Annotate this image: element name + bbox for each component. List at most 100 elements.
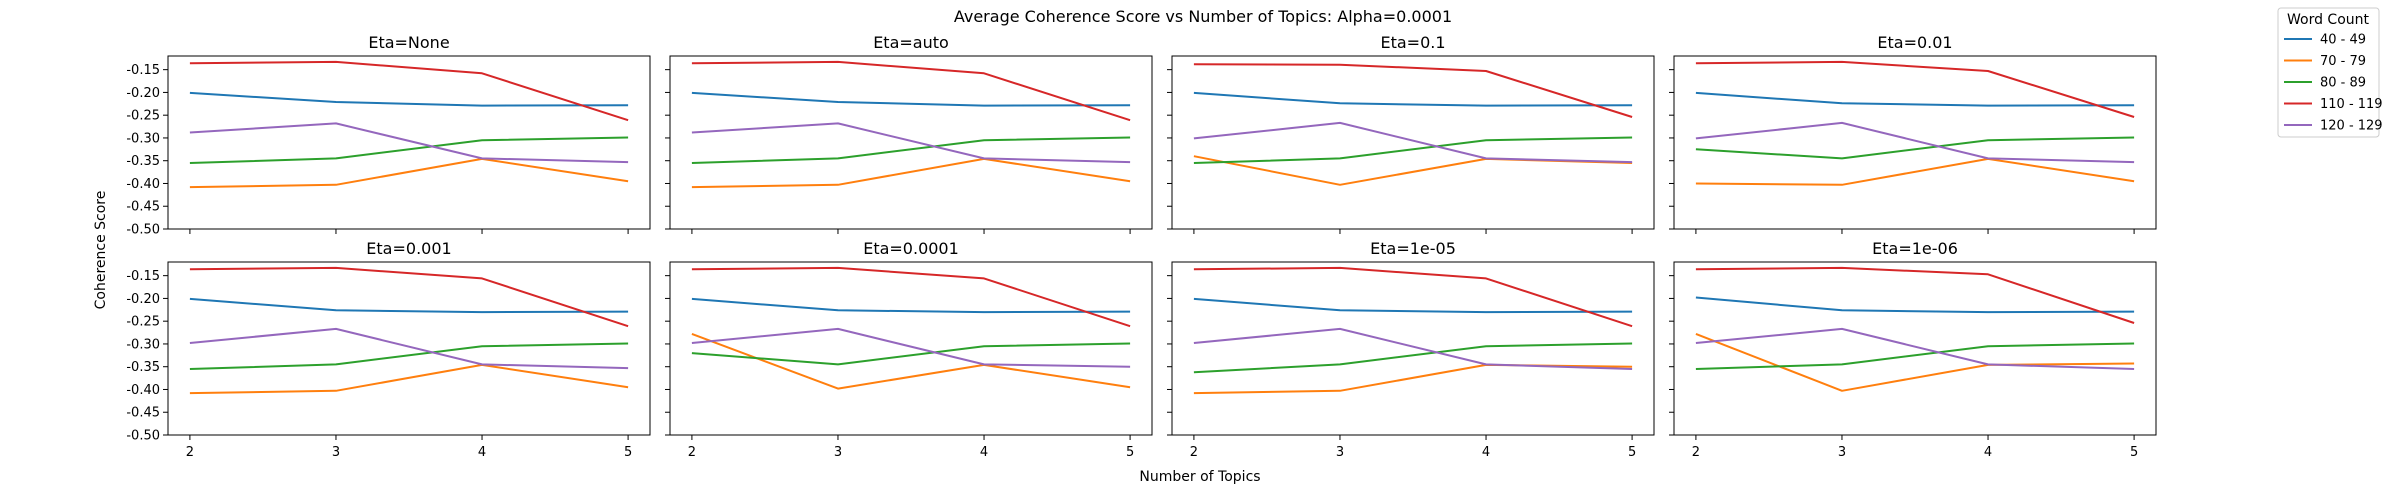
series-line	[1193, 266, 1633, 328]
x-tick-label: 3	[834, 445, 842, 460]
y-tick-label: -0.45	[126, 200, 160, 215]
plot-frame	[1171, 55, 1655, 230]
plot-frame	[669, 261, 1153, 436]
series-line	[189, 136, 629, 164]
series-line	[691, 122, 1131, 164]
series-line	[1695, 342, 2135, 370]
series-line	[1695, 60, 2135, 118]
figure-title: Average Coherence Score vs Number of Top…	[954, 7, 1452, 26]
series-line	[189, 266, 629, 328]
x-tick-label: 5	[1628, 445, 1636, 460]
legend-entry: 70 - 79	[2320, 54, 2366, 69]
y-tick-label: -0.30	[126, 131, 160, 146]
x-tick-label: 3	[1838, 445, 1846, 460]
legend-entry: 40 - 49	[2320, 33, 2366, 48]
x-tick-label: 2	[1190, 445, 1198, 460]
legend-entry: 80 - 89	[2320, 76, 2366, 91]
series-line	[1193, 342, 1633, 374]
x-tick-label: 4	[1482, 445, 1490, 460]
series-line	[1695, 327, 2135, 370]
x-tick-label: 2	[688, 445, 696, 460]
series-line	[691, 91, 1131, 107]
y-tick-label: -0.40	[126, 383, 160, 398]
x-tick-label: 5	[2130, 445, 2138, 460]
series-line	[189, 157, 629, 189]
series-line	[1695, 296, 2135, 314]
y-tick-label: -0.45	[126, 406, 160, 421]
series-line	[189, 327, 629, 370]
series-line	[691, 266, 1131, 328]
plot-frame	[167, 261, 651, 436]
subplot-3: Eta=0.1	[1167, 33, 1655, 234]
x-tick-label: 2	[1692, 445, 1700, 460]
subplot-title: Eta=auto	[873, 33, 949, 52]
series-line	[1695, 266, 2135, 324]
x-tick-label: 3	[1336, 445, 1344, 460]
plot-frame	[1673, 55, 2157, 230]
subplot-4: Eta=0.01	[1669, 33, 2157, 234]
legend-title: Word Count	[2287, 12, 2370, 28]
subplot-6: Eta=0.0001 2 3 4 5	[665, 239, 1153, 460]
subplot-grid: Eta=None -0.15 -0.20 -0.25 -0.30 -0.35 -0.40 -0…	[126, 33, 2157, 460]
x-tick-label: 4	[980, 445, 988, 460]
series-line	[1695, 332, 2135, 392]
plot-frame	[1171, 261, 1655, 436]
y-tick-label: -0.30	[126, 337, 160, 352]
series-line	[691, 60, 1131, 122]
x-tick-label: 4	[478, 445, 486, 460]
series-line	[189, 91, 629, 107]
x-axis-label: Number of Topics	[1139, 469, 1260, 485]
x-tick-label: 4	[1984, 445, 1992, 460]
series-line	[1193, 91, 1633, 107]
series-line	[1695, 136, 2135, 160]
y-tick-label: -0.35	[126, 154, 160, 169]
series-line	[189, 342, 629, 370]
y-axis-label: Coherence Score	[93, 191, 109, 310]
series-line	[691, 342, 1131, 366]
plot-frame	[669, 55, 1153, 230]
subplot-2: Eta=auto	[665, 33, 1153, 234]
series-line	[691, 297, 1131, 314]
x-tick-label: 5	[1126, 445, 1134, 460]
subplot-5: Eta=0.001 -0.15 -0.20 -0.25 -0.30 -0.35 -0.40 -…	[126, 239, 651, 460]
x-tick-label: 5	[624, 445, 632, 460]
legend: Word Count 40 - 49 70 - 79 80 - 89 110 - 11…	[2277, 7, 2383, 138]
subplot-title: Eta=None	[368, 33, 449, 52]
subplot-title: Eta=1e-06	[1872, 239, 1958, 258]
y-tick-label: -0.15	[126, 63, 160, 78]
legend-frame	[2277, 7, 2380, 138]
series-line	[1695, 91, 2135, 107]
y-tick-label: -0.20	[126, 292, 160, 307]
series-line	[1193, 297, 1633, 314]
subplot-title: Eta=0.01	[1877, 33, 1952, 52]
subplot-title: Eta=0.0001	[863, 239, 959, 258]
y-tick-label: -0.50	[126, 429, 160, 444]
y-tick-label: -0.15	[126, 269, 160, 284]
legend-entry: 110 - 119	[2320, 97, 2383, 112]
subplot-7: Eta=1e-05 2 3 4 5	[1167, 239, 1655, 460]
series-line	[189, 122, 629, 164]
y-tick-label: -0.25	[126, 109, 160, 124]
y-tick-label: -0.40	[126, 177, 160, 192]
subplot-title: Eta=0.1	[1380, 33, 1445, 52]
plot-frame	[167, 55, 651, 230]
x-tick-label: 3	[332, 445, 340, 460]
series-line	[691, 332, 1131, 390]
y-tick-label: -0.35	[126, 360, 160, 375]
series-line	[189, 363, 629, 395]
series-line	[1695, 121, 2135, 164]
series-line	[1193, 136, 1633, 164]
y-tick-label: -0.20	[126, 86, 160, 101]
series-line	[189, 297, 629, 314]
subplot-title: Eta=1e-05	[1370, 239, 1456, 258]
series-line	[691, 136, 1131, 164]
legend-entry: 120 - 129	[2320, 119, 2383, 134]
x-tick-label: 2	[186, 445, 194, 460]
subplot-title: Eta=0.001	[366, 239, 451, 258]
y-tick-label: -0.50	[126, 223, 160, 238]
series-line	[691, 157, 1131, 189]
series-line	[189, 60, 629, 122]
subplot-8: Eta=1e-06 2 3 4 5	[1669, 239, 2157, 460]
series-line	[1193, 121, 1633, 164]
